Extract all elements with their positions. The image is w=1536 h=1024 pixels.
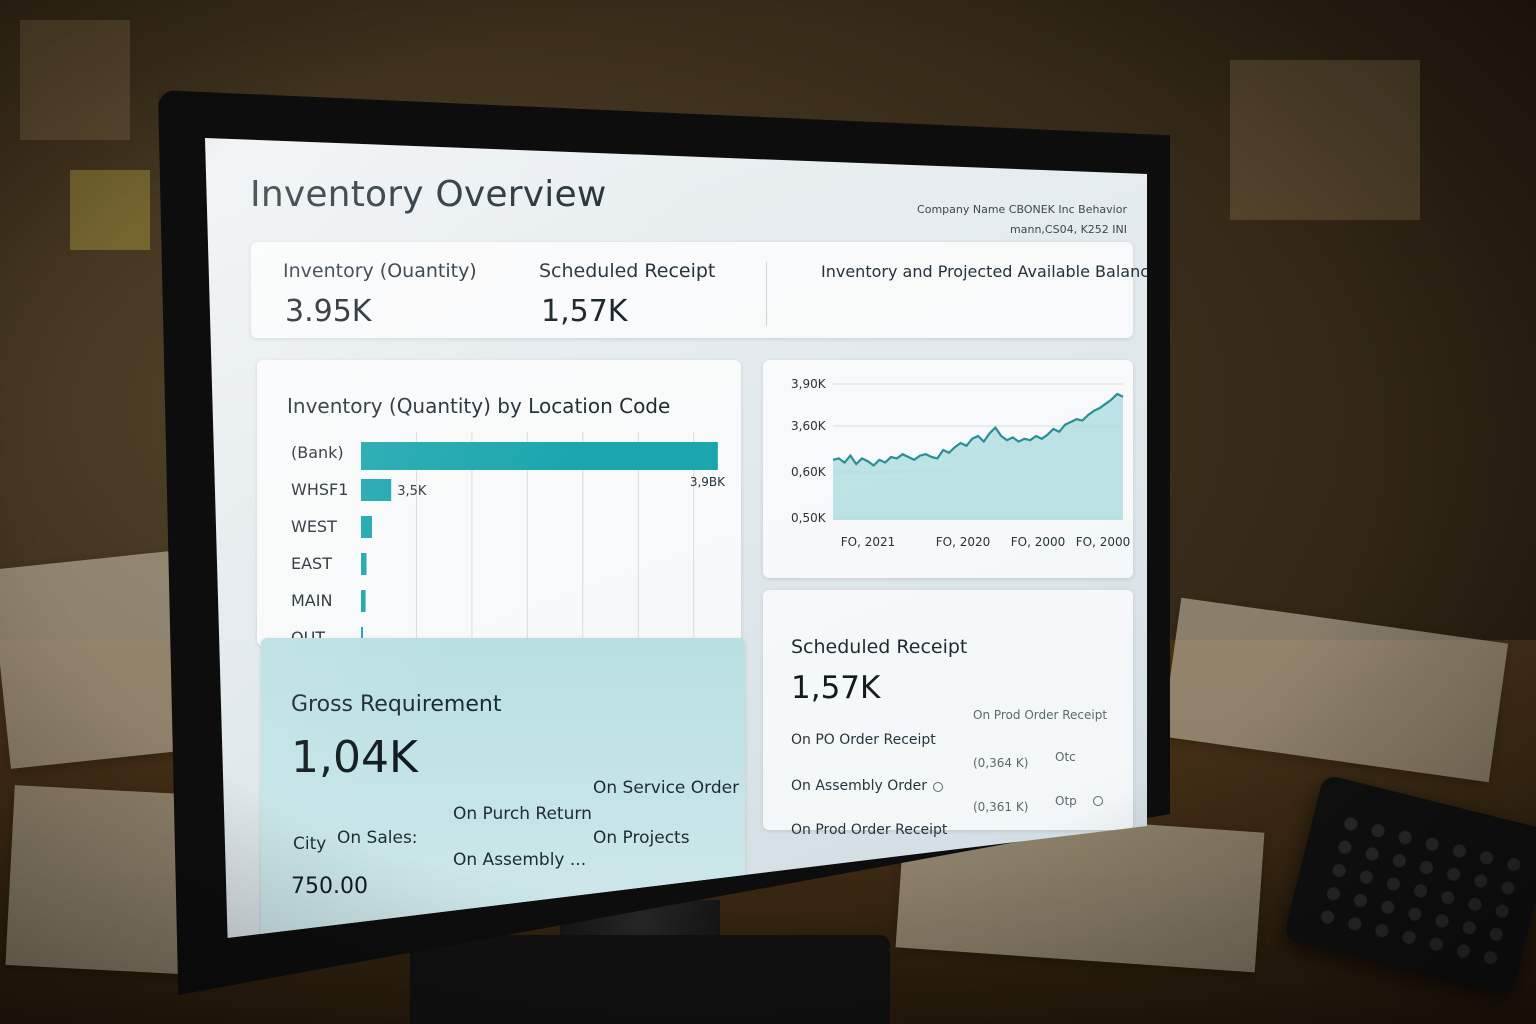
assembly-order-value: (0,364 K)	[973, 756, 1029, 770]
bar-chart-title: Inventory (Quantity) by Location Code	[287, 394, 671, 418]
on-sales-label: On Sales:	[337, 828, 418, 848]
wall-notice-right	[1230, 60, 1420, 220]
bar-west	[361, 516, 372, 538]
bar-chart: (Bank) 3,9BK WHSF1 3,5K WEST EAST MAIN OUT	[257, 360, 741, 646]
x-tick-label: FO, 2020	[936, 535, 991, 549]
on-purch-return-label: On Purch Return	[453, 804, 592, 824]
scheduled-receipt-card[interactable]: Scheduled Receipt 1,57K On PO Order Rece…	[763, 590, 1133, 838]
bar-data-label: 3,5K	[397, 484, 427, 499]
summary-card[interactable]: Inventory (Ouantity) 3.95K Scheduled Rec…	[251, 242, 1147, 338]
page-title: Inventory Overview	[250, 174, 607, 215]
dashboard-screen: Inventory Overview Company Name CBONEK I…	[205, 138, 1147, 938]
paper-stack-left	[0, 551, 190, 769]
x-tick-label: FO, 2000	[1076, 535, 1131, 549]
area-series-line	[832, 392, 1124, 467]
prod-order-tag: Otp	[1055, 794, 1077, 808]
bar-category-label: (Bank)	[291, 443, 344, 462]
prod-order-value: (0,361 K)	[973, 800, 1029, 814]
company-info: Company Name CBONEK Inc Behavior mann,CS…	[897, 200, 1127, 240]
summary-divider	[766, 262, 767, 326]
city-label: City	[293, 834, 327, 854]
on-service-order-label: On Service Order	[593, 778, 740, 798]
projected-balance-label: Inventory and Projected Available Balanc…	[821, 262, 1147, 281]
bar-category-label: EAST	[291, 554, 332, 573]
x-tick-label: FO, 2021	[841, 535, 896, 549]
wall-sticky-note	[70, 170, 150, 250]
bar-category-label: WHSF1	[291, 480, 348, 499]
inventory-quantity-label: Inventory (Ouantity)	[283, 260, 477, 282]
gross-requirement-card[interactable]: Gross Requirement 1,04K City On Sales: 7…	[261, 638, 745, 938]
on-projects-label: On Projects	[593, 828, 690, 848]
scheduled-receipt-card-value: 1,57K	[791, 670, 881, 706]
inventory-quantity-value: 3.95K	[285, 294, 372, 329]
y-tick-label: 3,90K	[791, 377, 827, 391]
scheduled-receipt-value: 1,57K	[541, 294, 628, 329]
gross-requirement-title: Gross Requirement	[291, 692, 502, 717]
on-prod-order-label: On Prod Order Receipt	[791, 822, 948, 838]
area-fill	[833, 394, 1123, 520]
y-tick-label: 0,60K	[791, 465, 827, 479]
bar-east	[361, 553, 367, 575]
location-bar-chart-card[interactable]: Inventory (Quantity) by Location Code (B…	[257, 360, 741, 646]
x-tick-label: FO, 2000	[1011, 535, 1066, 549]
company-line-2: mann,CS04, K252 INI	[1010, 223, 1127, 236]
on-po-order-label: On PO Order Receipt	[791, 732, 936, 748]
on-assembly-label: On Assembly ...	[453, 850, 587, 870]
on-assembly-order-label: On Assembly Order	[791, 778, 928, 794]
assembly-order-tag: Otc	[1055, 750, 1076, 764]
bar-whsf1	[361, 479, 392, 501]
bar-bank	[361, 442, 718, 470]
bar-main	[361, 590, 366, 612]
y-tick-label: 3,60K	[791, 419, 827, 433]
gross-requirement-value: 1,04K	[291, 732, 418, 783]
bar-data-label: 3,9BK	[690, 475, 726, 489]
scheduled-receipt-label: Scheduled Receipt	[539, 260, 716, 282]
assembly-order-circle-icon	[933, 782, 943, 792]
scheduled-receipt-card-title: Scheduled Receipt	[791, 636, 968, 658]
projected-balance-chart-card[interactable]: 3,90K 3,60K 0,60K 0,50K FO, 2021 FO, 2020 FO, …	[763, 360, 1133, 578]
bar-category-label: WEST	[291, 517, 337, 536]
on-sales-value: 750.00	[291, 874, 368, 899]
prod-order-circle-icon	[1093, 796, 1103, 806]
bar-out	[361, 627, 363, 646]
company-line-1: Company Name CBONEK Inc Behavior	[917, 203, 1127, 216]
y-tick-label: 0,50K	[791, 511, 827, 525]
monitor-stand-base	[410, 935, 890, 1024]
area-chart-svg: 3,90K 3,60K 0,60K 0,50K FO, 2021 FO, 2020 FO, …	[791, 377, 1131, 549]
bar-category-label: MAIN	[291, 591, 332, 610]
wall-notice-left	[20, 20, 130, 140]
on-prod-order-header: On Prod Order Receipt	[973, 708, 1108, 722]
